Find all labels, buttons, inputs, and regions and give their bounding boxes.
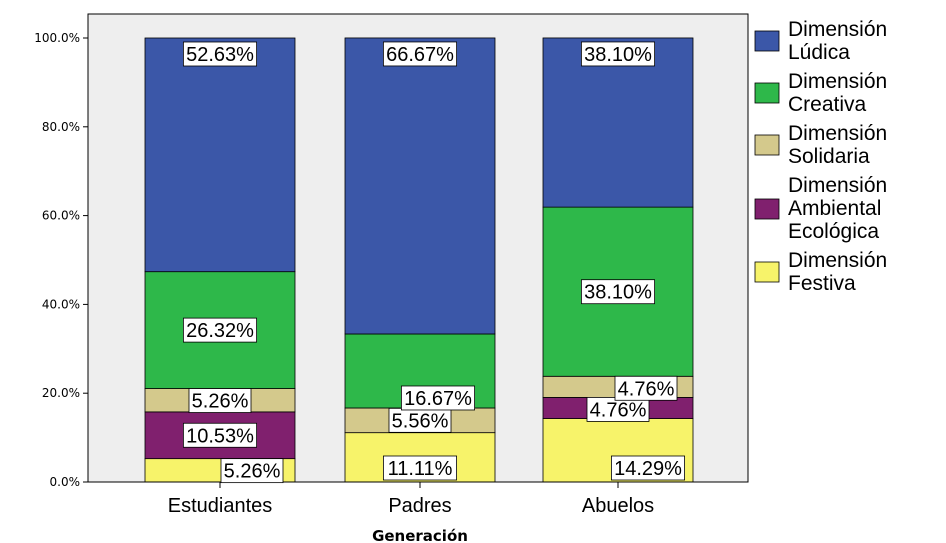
data-label: 4.76% [586, 397, 650, 422]
data-label: 52.63% [182, 41, 257, 67]
legend-label: Dimensión [788, 249, 887, 272]
data-label-text: 4.76% [618, 378, 675, 400]
data-label-box [182, 317, 257, 343]
data-label: 10.53% [182, 422, 257, 448]
data-label-box [586, 397, 650, 422]
legend-label: Dimensión [788, 122, 887, 145]
data-label-text: 5.56% [392, 410, 449, 432]
legend-swatch [754, 30, 780, 52]
data-label-box [182, 422, 257, 448]
legend-label: Dimensión [788, 70, 887, 93]
data-label-text: 16.67% [404, 388, 472, 410]
y-tick-label: 20.0% [42, 386, 80, 400]
data-label-text: 38.10% [584, 282, 652, 304]
data-label: 11.11% [382, 455, 457, 481]
data-label: 16.67% [400, 385, 475, 411]
data-label-text: 4.76% [590, 399, 647, 421]
y-tick-label: 0.0% [50, 475, 81, 489]
data-label: 4.76% [614, 375, 678, 401]
legend-label: Ambiental [788, 197, 881, 220]
data-label-box [614, 375, 678, 401]
y-tick-label: 80.0% [42, 120, 80, 134]
legend-swatch [754, 82, 780, 104]
data-label: 66.67% [382, 41, 457, 67]
legend-label: Lúdica [788, 41, 850, 64]
legend-swatch [754, 198, 780, 220]
data-label-text: 5.26% [224, 461, 281, 483]
x-tick-label: Estudiantes [168, 495, 273, 517]
legend-label: Festiva [788, 272, 856, 295]
data-label-box [611, 455, 686, 481]
data-label-box [188, 388, 252, 413]
data-label-box [400, 385, 475, 411]
data-label-text: 52.63% [186, 44, 254, 66]
legend-swatch [754, 134, 780, 156]
data-label: 38.10% [581, 279, 656, 305]
data-label: 14.29% [611, 455, 686, 481]
data-label-text: 5.26% [192, 391, 249, 413]
data-label-text: 14.29% [614, 458, 682, 480]
x-tick-label: Abuelos [582, 495, 654, 517]
data-label-text: 26.32% [186, 320, 254, 342]
data-label: 5.26% [188, 388, 252, 413]
data-label-text: 11.11% [388, 458, 453, 480]
legend-label: Ecológica [788, 220, 879, 243]
data-label: 5.26% [220, 458, 284, 484]
legend-label: Dimensión [788, 174, 887, 197]
data-label-text: 10.53% [186, 425, 254, 447]
y-tick-label: 60.0% [42, 209, 80, 223]
data-label-box [382, 41, 457, 67]
legend-label: Creativa [788, 93, 867, 116]
data-label: 38.10% [581, 41, 656, 67]
data-label-text: 66.67% [386, 44, 454, 66]
y-tick-label: 40.0% [42, 297, 80, 311]
data-label: 5.56% [388, 407, 452, 433]
data-label-box [220, 458, 284, 484]
data-label: 26.32% [182, 317, 257, 343]
data-label-text: 38.10% [584, 44, 652, 66]
data-label-box [581, 41, 656, 67]
x-tick-label: Padres [388, 495, 451, 517]
bar-segment [144, 37, 296, 273]
data-label-box [182, 41, 257, 67]
data-label-box [581, 279, 656, 305]
legend-label: Solidaria [788, 145, 870, 168]
y-tick-label: 100.0% [34, 31, 80, 45]
data-label-box [382, 455, 457, 481]
x-axis-title: Generación [372, 527, 468, 543]
legend-swatch [754, 261, 780, 283]
legend-label: Dimensión [788, 18, 887, 41]
bar-segment [344, 37, 496, 335]
